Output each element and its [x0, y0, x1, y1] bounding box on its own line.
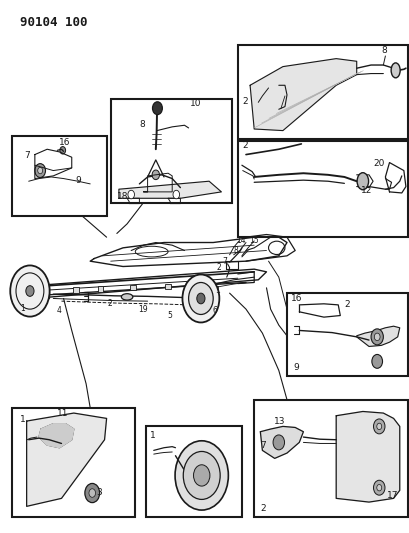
Text: 16: 16: [59, 138, 71, 147]
Text: 2: 2: [241, 96, 247, 106]
Bar: [286, 293, 407, 376]
Bar: [237, 45, 407, 139]
Text: 15: 15: [249, 237, 258, 245]
Bar: [237, 141, 407, 237]
Text: 19: 19: [138, 305, 148, 313]
Text: 11: 11: [57, 409, 69, 418]
Circle shape: [173, 190, 179, 199]
Text: 16: 16: [290, 294, 302, 303]
Text: 7: 7: [259, 441, 265, 450]
Bar: [145, 426, 241, 517]
Circle shape: [128, 190, 134, 199]
Circle shape: [38, 167, 43, 174]
Text: 7: 7: [25, 151, 30, 160]
Circle shape: [188, 282, 213, 314]
Text: 8: 8: [139, 120, 145, 129]
Circle shape: [371, 354, 382, 368]
Circle shape: [175, 441, 228, 510]
Text: 4: 4: [57, 306, 62, 314]
Text: 18: 18: [117, 192, 128, 201]
Ellipse shape: [390, 63, 399, 78]
Ellipse shape: [121, 294, 133, 300]
Text: 9: 9: [292, 363, 298, 372]
Text: 1: 1: [214, 286, 219, 295]
Text: 8: 8: [380, 46, 386, 55]
Text: 13: 13: [273, 417, 285, 426]
Circle shape: [10, 265, 49, 317]
Circle shape: [182, 274, 219, 322]
Text: 90104 100: 90104 100: [20, 16, 88, 29]
Polygon shape: [356, 326, 399, 346]
Circle shape: [272, 435, 284, 450]
Circle shape: [183, 451, 220, 499]
Text: 14: 14: [236, 237, 245, 245]
Text: 2: 2: [344, 300, 349, 309]
Text: 2: 2: [242, 141, 248, 150]
Bar: [110, 99, 231, 203]
Polygon shape: [27, 413, 106, 506]
Circle shape: [152, 170, 159, 180]
Ellipse shape: [356, 173, 368, 190]
Text: 9: 9: [76, 176, 81, 185]
Text: 8: 8: [233, 246, 238, 255]
Circle shape: [376, 484, 381, 491]
Polygon shape: [260, 426, 303, 458]
Text: 5: 5: [167, 311, 172, 320]
Polygon shape: [335, 411, 399, 502]
Text: 12: 12: [360, 185, 371, 195]
Circle shape: [373, 419, 384, 434]
Polygon shape: [249, 59, 356, 131]
Text: 1: 1: [20, 304, 25, 312]
Bar: [73, 287, 79, 293]
Text: 1: 1: [20, 415, 25, 424]
Circle shape: [373, 333, 379, 341]
Bar: [12, 408, 135, 517]
Circle shape: [376, 423, 381, 430]
Bar: [254, 400, 407, 517]
Text: 10: 10: [189, 99, 201, 108]
Bar: [165, 284, 171, 289]
Text: 3: 3: [96, 488, 102, 497]
Circle shape: [373, 480, 384, 495]
Text: 2: 2: [107, 300, 112, 308]
Bar: [97, 286, 103, 292]
Circle shape: [193, 465, 209, 486]
Text: 2: 2: [216, 263, 221, 272]
Circle shape: [196, 293, 204, 304]
Bar: [130, 285, 136, 290]
Circle shape: [85, 483, 99, 503]
Text: 2: 2: [260, 504, 266, 513]
Text: 1: 1: [149, 431, 155, 440]
Circle shape: [26, 286, 34, 296]
Text: 20: 20: [372, 159, 384, 168]
Circle shape: [370, 329, 382, 345]
Circle shape: [60, 147, 65, 154]
Circle shape: [152, 102, 162, 115]
Text: 7: 7: [222, 257, 227, 265]
Polygon shape: [39, 424, 74, 448]
Polygon shape: [119, 181, 221, 198]
Bar: [12, 136, 106, 216]
Text: 6: 6: [212, 306, 217, 314]
Circle shape: [89, 489, 95, 497]
Circle shape: [35, 164, 45, 177]
Text: 17: 17: [387, 491, 398, 500]
